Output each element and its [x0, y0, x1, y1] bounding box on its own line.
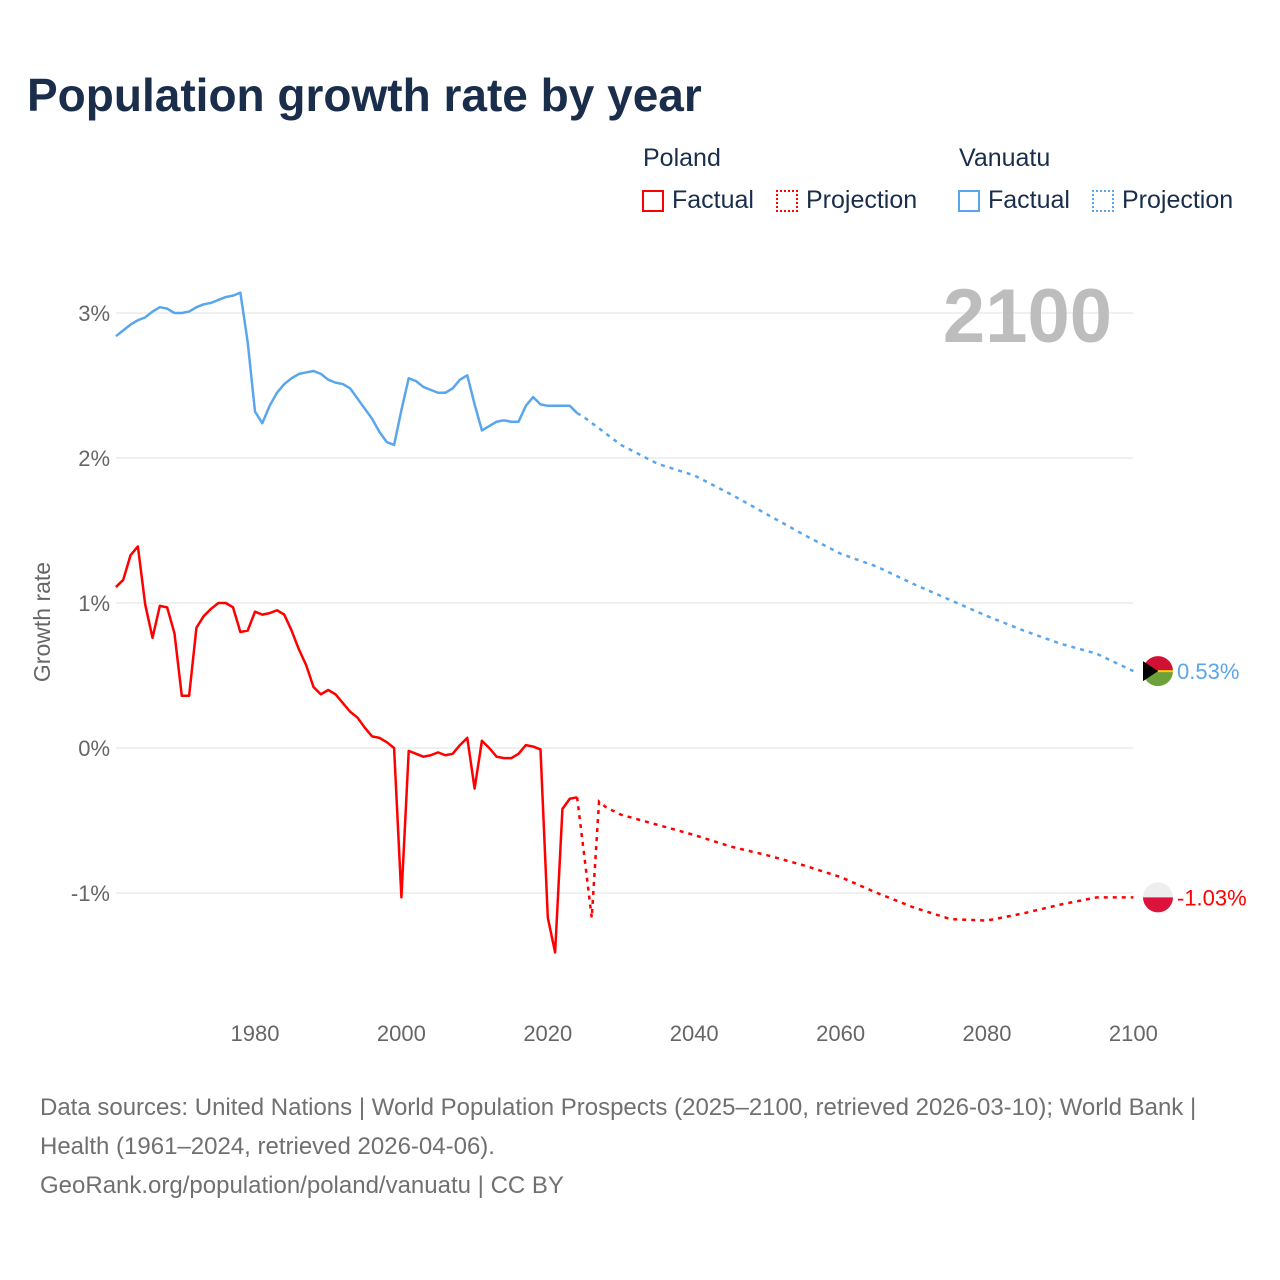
- legend-poland-projection[interactable]: Projection: [776, 186, 917, 215]
- x-tick-label: 2020: [523, 1021, 572, 1046]
- flag-white: [1143, 882, 1173, 898]
- y-axis-label: Growth rate: [29, 562, 55, 682]
- poland-end-label: -1.03%: [1177, 885, 1247, 910]
- poland-projection-line: [575, 797, 1134, 922]
- dotted-swatch-icon: [1092, 189, 1114, 212]
- y-tick-label: -1%: [71, 881, 110, 906]
- flag-black: [1143, 661, 1158, 682]
- y-tick-label: 0%: [78, 736, 110, 761]
- y-tick-label: 1%: [78, 591, 110, 616]
- solid-swatch-icon: [642, 189, 664, 212]
- dotted-swatch-icon: [776, 189, 798, 212]
- source-link[interactable]: GeoRank.org/population/poland/vanuatu | …: [40, 1172, 564, 1199]
- x-tick-label: 2040: [670, 1021, 719, 1046]
- page-title: Population growth rate by year: [27, 69, 702, 121]
- line-chart: 3%2%1%0%-1%1980 2000 2020 2040 2060 2080 2100 …: [29, 274, 1247, 1046]
- legend-label: Projection: [806, 186, 918, 214]
- legend-label: Projection: [1122, 186, 1234, 214]
- x-tick-label: 2000: [377, 1021, 426, 1046]
- y-tick-label: 3%: [78, 301, 110, 326]
- x-tick-label: 2100: [1109, 1021, 1158, 1046]
- legend-group-poland: Poland: [643, 144, 721, 172]
- y-tick-label: 2%: [78, 446, 110, 471]
- legend-label: Factual: [672, 186, 754, 214]
- legend-vanuatu-factual[interactable]: Factual: [958, 186, 1070, 215]
- legend-group-vanuatu: Vanuatu: [959, 144, 1051, 172]
- legend-label: Factual: [988, 186, 1070, 214]
- x-tick-label: 2080: [963, 1021, 1012, 1046]
- vanuatu-factual-line: [115, 291, 578, 447]
- legend-vanuatu-projection[interactable]: Projection: [1092, 186, 1233, 215]
- vanuatu-flag-icon: [1143, 656, 1173, 687]
- legend-poland-factual[interactable]: Factual: [642, 186, 754, 215]
- data-sources: Data sources: United Nations | World Pop…: [40, 1094, 1197, 1160]
- vanuatu-end-label: 0.53%: [1177, 659, 1239, 684]
- solid-swatch-icon: [958, 189, 980, 212]
- year-indicator: 2100: [943, 274, 1112, 359]
- x-tick-label: 1980: [231, 1021, 280, 1046]
- poland-factual-line: [115, 545, 578, 954]
- poland-flag-icon: [1143, 882, 1173, 913]
- flag-red: [1143, 897, 1173, 913]
- vanuatu-projection-line: [576, 411, 1134, 673]
- footer: Data sources: United Nations | World Pop…: [40, 1088, 1240, 1205]
- x-tick-label: 2060: [816, 1021, 865, 1046]
